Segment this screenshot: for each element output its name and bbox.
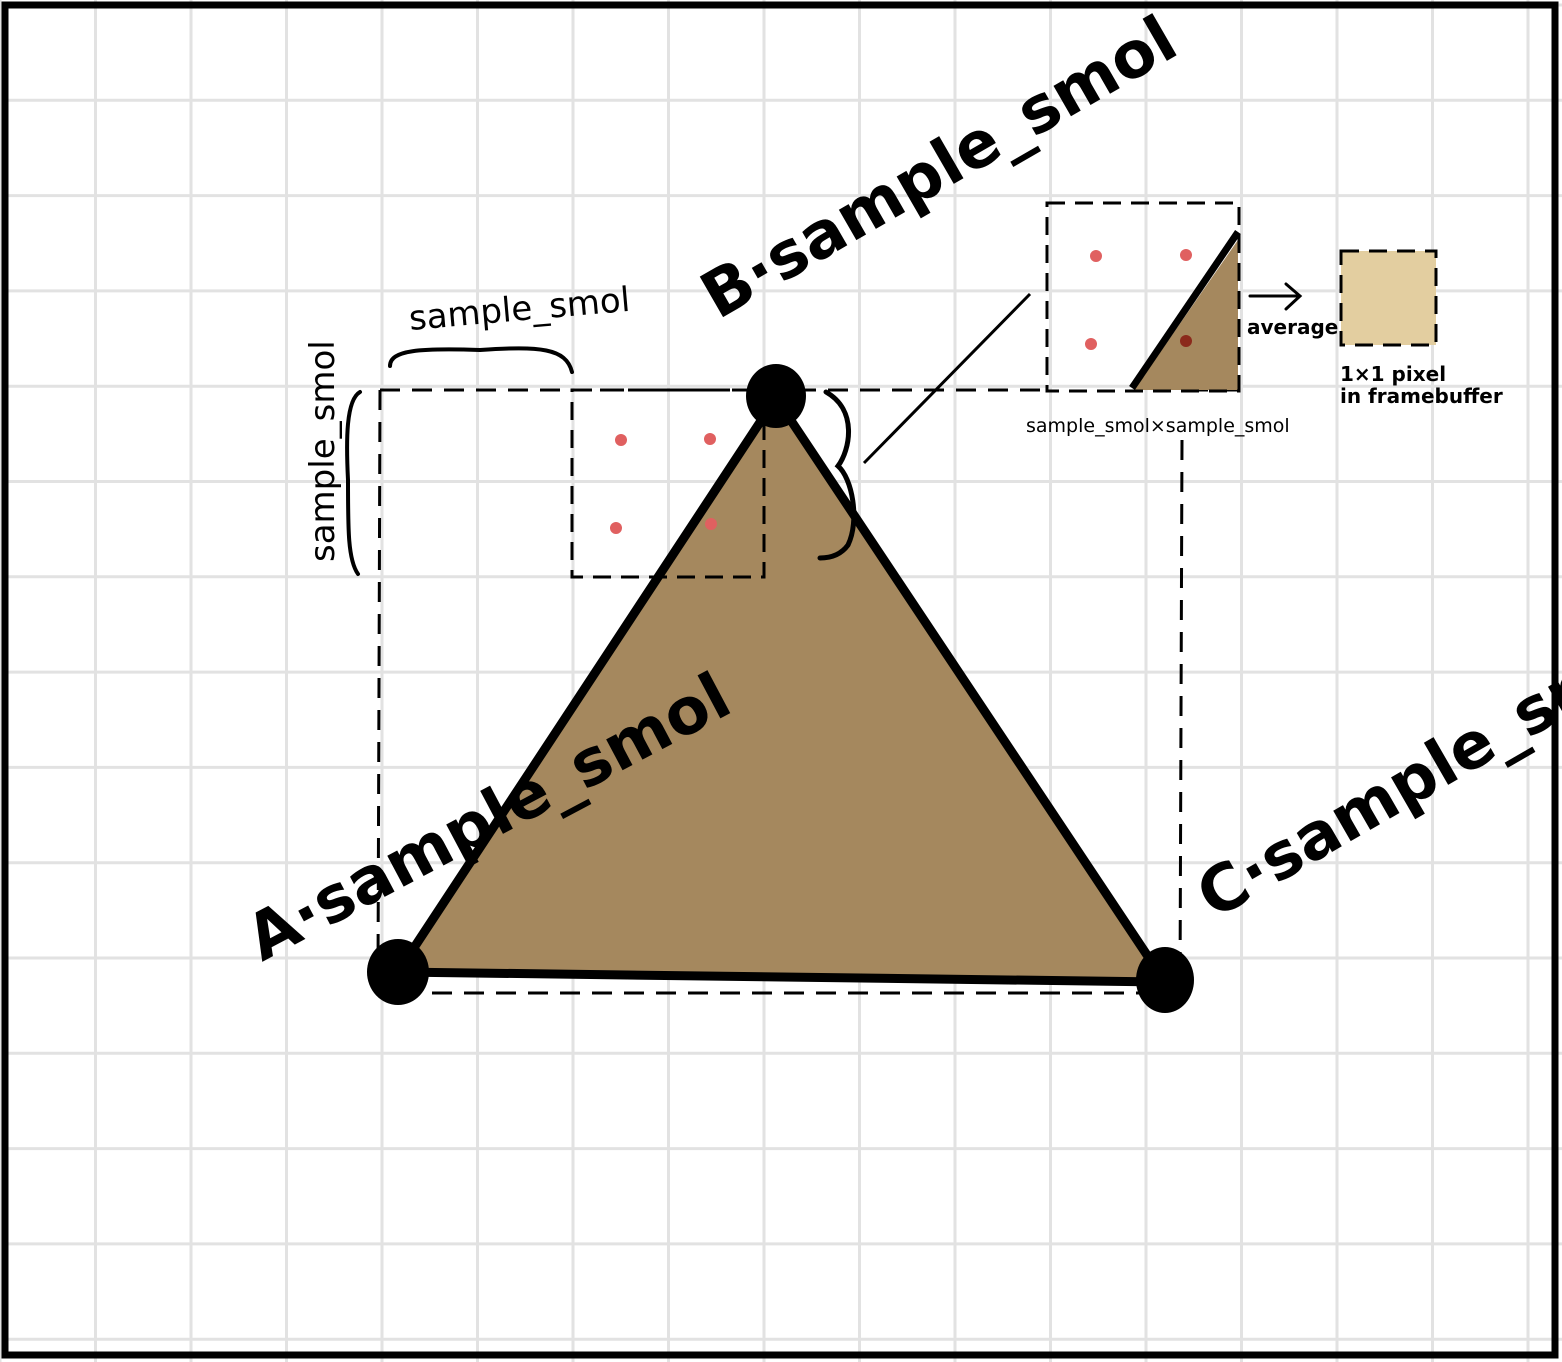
left-brace [345,390,362,576]
brace-top-label: sample_smol [407,280,631,339]
zoom-square [1045,201,1241,393]
framebuffer-pixel [1339,249,1438,347]
sample-dot [704,433,716,445]
sample-dot [615,434,627,446]
zoom-sample-dot [1180,249,1192,261]
brace-left-label: sample_smol [303,340,343,562]
zoom-caption: sample_smol×sample_smol [1026,415,1290,437]
top-brace [388,346,574,374]
small-brace [817,389,857,561]
zoom-triangle-edge [1129,230,1241,390]
vertex-a [367,939,429,1005]
zoom-leader [862,292,1032,465]
vertex-c [1136,947,1194,1013]
zoom-sample-dot [1085,338,1097,350]
zoom-sample-dot-inside [1180,335,1192,347]
triangle [393,393,1170,987]
vertex-b [746,364,806,428]
sample-dot [610,522,622,534]
zoom-sample-dot [1090,250,1102,262]
bounding-box [376,388,1240,995]
pixel-caption-line2: in framebuffer [1340,384,1503,408]
arrow-icon [1248,282,1303,311]
sample-square [570,388,766,579]
sample-dot [705,518,717,530]
pixel-caption-line1: 1×1 pixel [1340,362,1446,386]
average-label: average [1247,315,1338,339]
